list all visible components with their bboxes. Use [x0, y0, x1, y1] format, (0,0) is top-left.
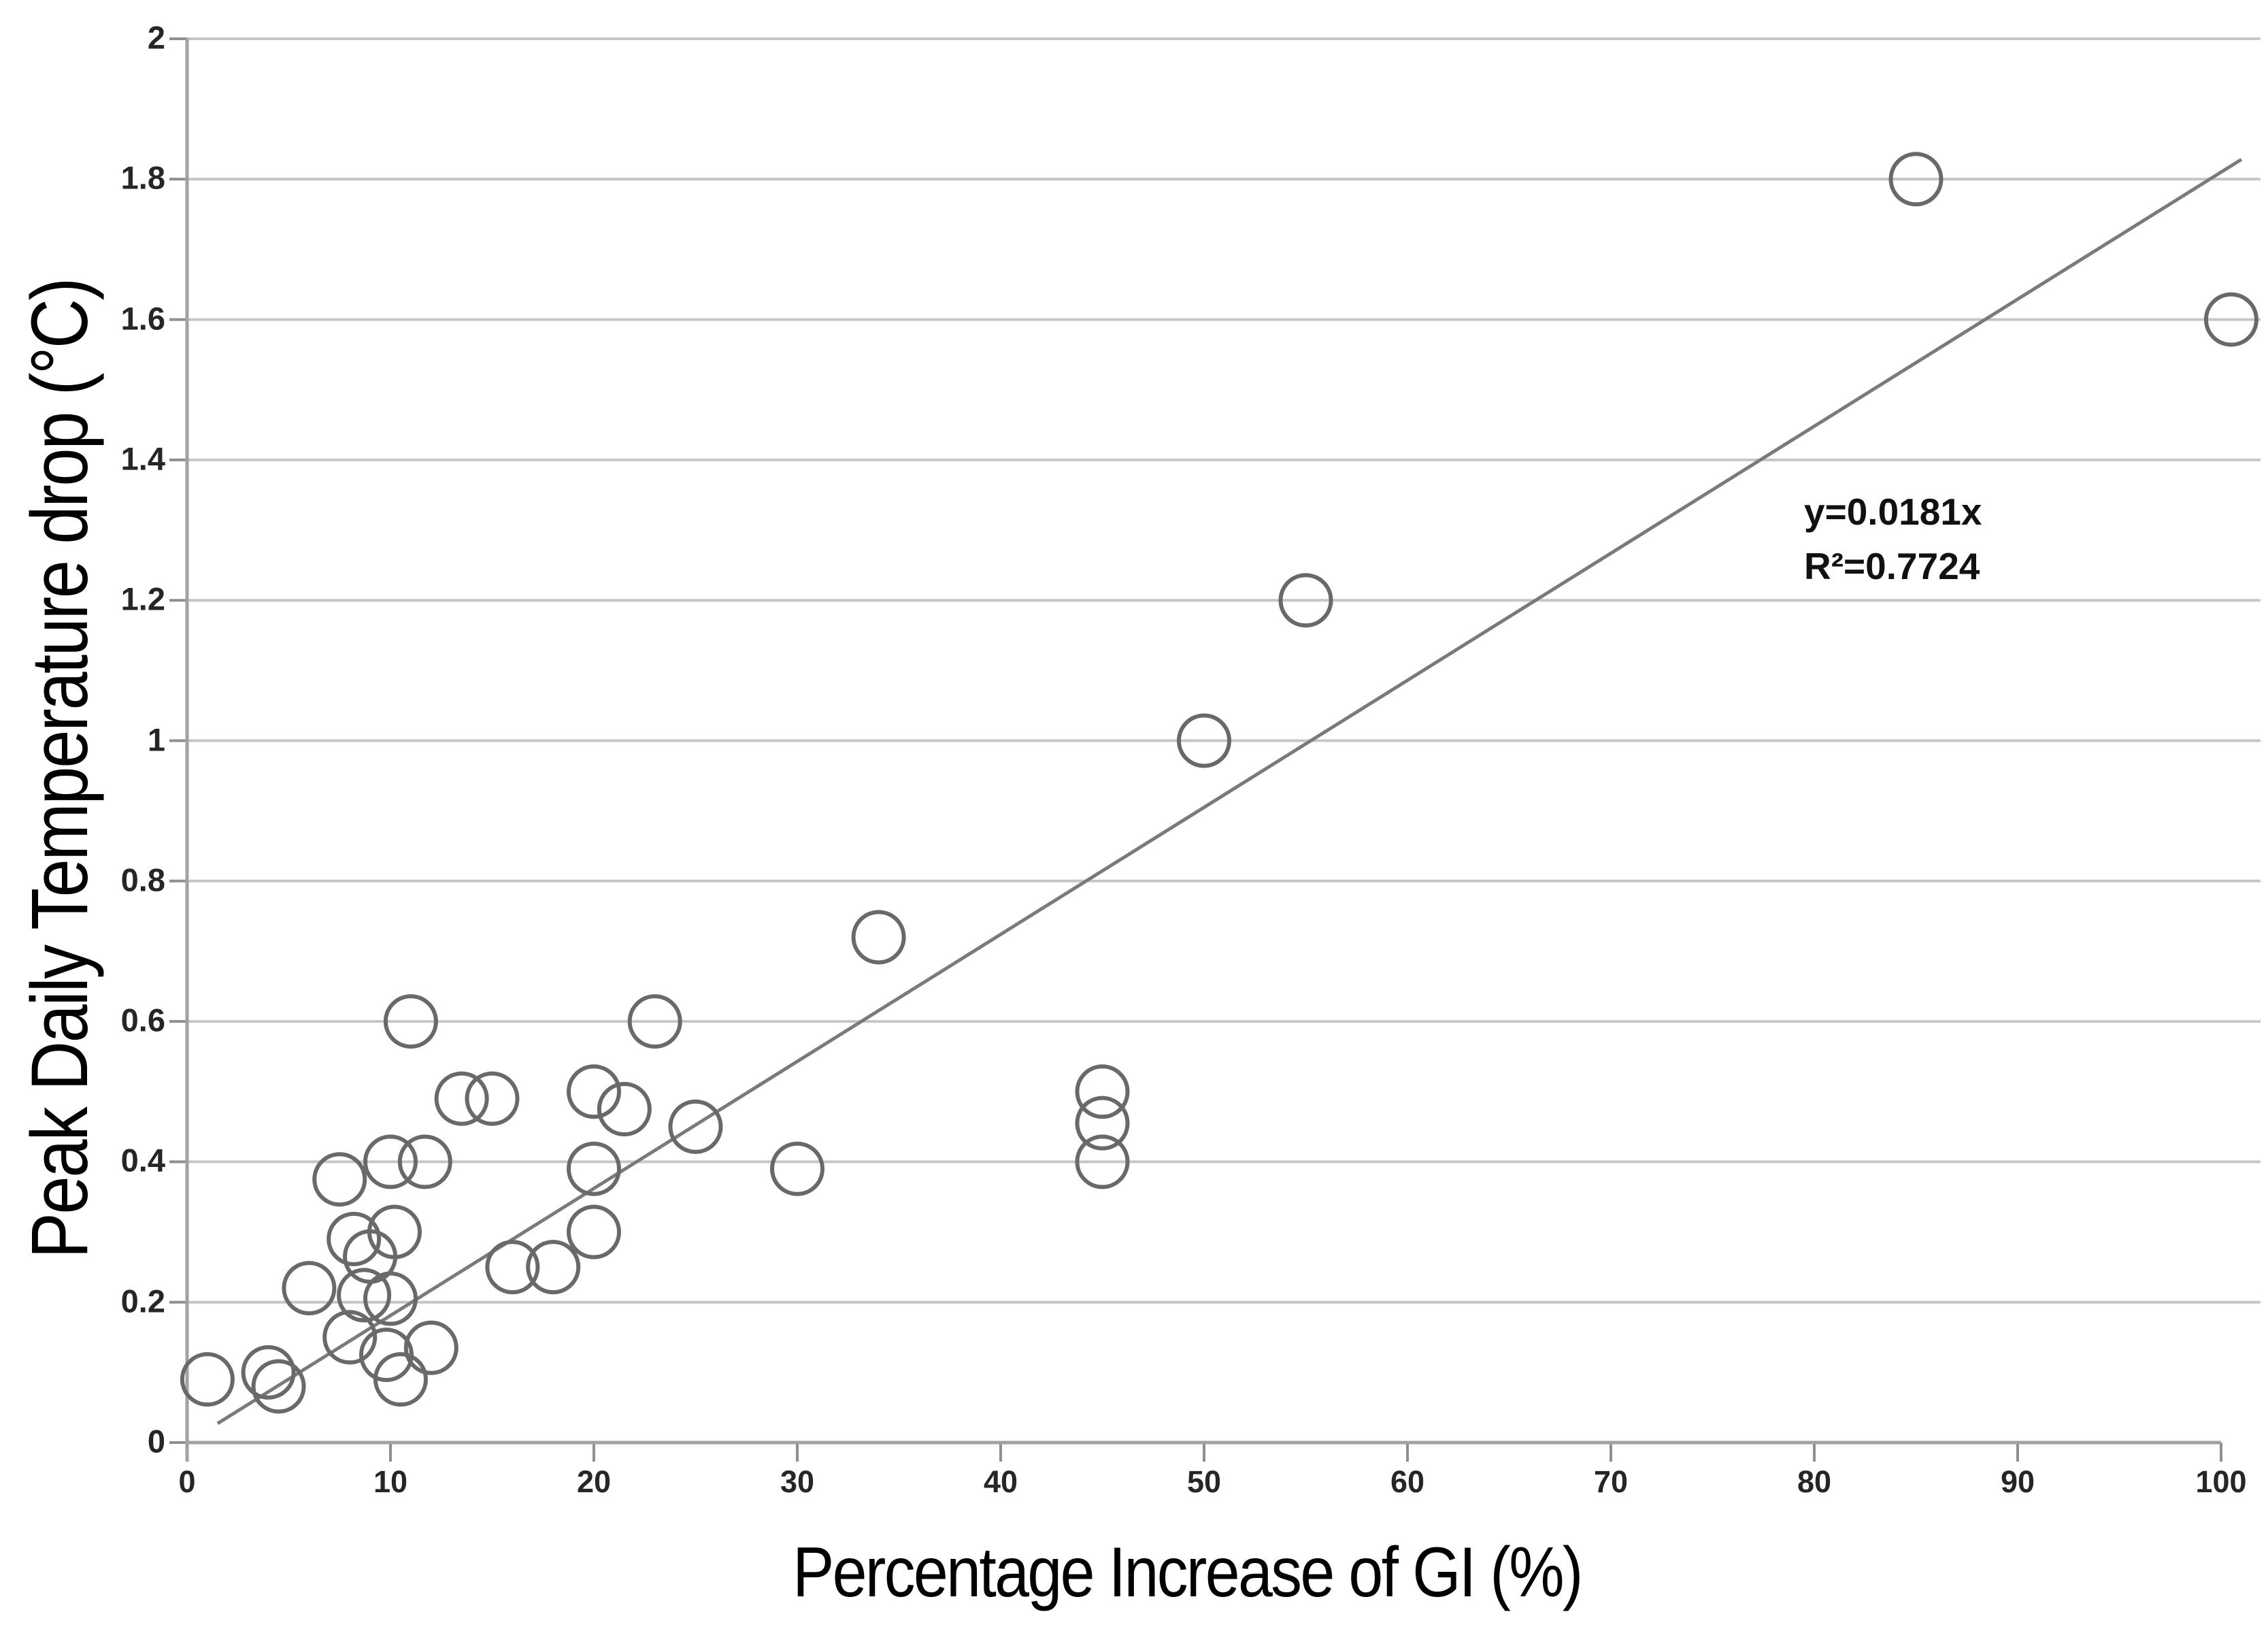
data-point-marker — [1075, 1064, 1130, 1119]
data-point-marker — [337, 1268, 392, 1323]
data-point-marker — [627, 994, 682, 1049]
data-point-marker — [1278, 573, 1333, 628]
data-point-marker — [567, 1141, 621, 1196]
data-point-marker — [241, 1345, 296, 1400]
data-point-marker — [251, 1359, 306, 1414]
x-tick-label-30: 30 — [780, 1464, 815, 1499]
x-tick-label-50: 50 — [1186, 1464, 1222, 1499]
y-tick-label-1.2: 1.2 — [120, 580, 165, 617]
scatter-plot — [169, 37, 2261, 1462]
x-tick-label-70: 70 — [1593, 1464, 1629, 1499]
data-point-marker — [403, 1320, 458, 1375]
data-point-marker — [2203, 292, 2258, 347]
data-point-marker — [465, 1071, 520, 1126]
data-point-marker — [322, 1310, 378, 1365]
trendline-r-squared: R²=0.7724 — [1804, 545, 1980, 587]
data-point-marker — [383, 994, 438, 1049]
data-point-marker — [1177, 713, 1231, 768]
y-tick-label-1.8: 1.8 — [120, 159, 165, 196]
x-tick-label-80: 80 — [1797, 1464, 1832, 1499]
y-tick-label-0: 0 — [147, 1423, 165, 1460]
data-point-marker — [526, 1240, 581, 1295]
data-point-marker — [770, 1141, 824, 1196]
y-tick-label-1: 1 — [147, 721, 165, 757]
data-point-marker — [282, 1261, 337, 1316]
data-point-marker — [597, 1082, 652, 1137]
y-tick-label-0.8: 0.8 — [120, 861, 165, 898]
y-tick-label-2: 2 — [147, 19, 165, 56]
trendline — [216, 158, 2243, 1426]
data-point-marker — [434, 1071, 489, 1126]
y-tick-label-0.2: 0.2 — [120, 1282, 165, 1319]
x-axis-title: Percentage Increase of GI (%) — [793, 1533, 1583, 1612]
data-point-marker — [312, 1152, 367, 1207]
y-tick-label-0.4: 0.4 — [120, 1142, 165, 1179]
y-axis-title: Peak Daily Temperature drop (°C) — [15, 279, 105, 1259]
x-tick-label-10: 10 — [373, 1464, 408, 1499]
data-point-marker — [327, 1211, 382, 1266]
data-point-marker — [367, 1204, 422, 1260]
trendline-annotation: y=0.0181x R²=0.7724 — [1804, 484, 1982, 593]
data-point-marker — [397, 1134, 452, 1189]
x-tick-label-90: 90 — [2000, 1464, 2035, 1499]
data-point-marker — [567, 1064, 621, 1119]
data-point-marker — [180, 1352, 235, 1407]
y-tick-label-1.6: 1.6 — [120, 299, 165, 336]
y-tick-label-1.4: 1.4 — [120, 440, 165, 477]
data-point-marker — [485, 1240, 540, 1295]
data-point-marker — [373, 1352, 428, 1407]
x-tick-label-100: 100 — [2195, 1464, 2247, 1499]
data-point-marker — [1075, 1096, 1130, 1151]
data-point-marker — [1075, 1134, 1130, 1189]
x-tick-label-20: 20 — [576, 1464, 612, 1499]
data-point-marker — [668, 1099, 723, 1154]
data-point-marker — [567, 1204, 621, 1260]
x-tick-label-0: 0 — [178, 1464, 196, 1499]
data-point-marker — [363, 1134, 418, 1189]
trendline-equation: y=0.0181x — [1804, 491, 1982, 533]
x-tick-label-60: 60 — [1390, 1464, 1425, 1499]
data-point-marker — [1888, 152, 1944, 207]
x-tick-label-40: 40 — [983, 1464, 1018, 1499]
data-point-marker — [851, 910, 906, 965]
y-tick-label-0.6: 0.6 — [120, 1002, 165, 1038]
